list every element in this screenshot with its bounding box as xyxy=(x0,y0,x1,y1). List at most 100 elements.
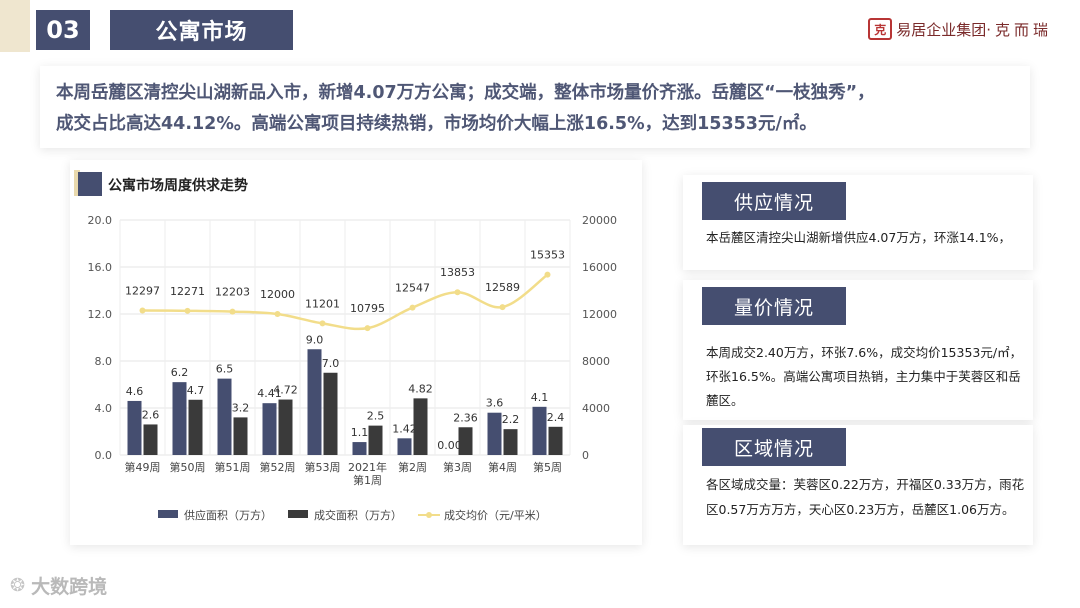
deal-bar xyxy=(503,429,518,455)
left-axis-tick-label: 0.0 xyxy=(95,449,113,462)
deal-bar xyxy=(233,417,248,455)
brand-name: 易居企业集团· xyxy=(896,20,991,39)
supply-bar xyxy=(397,438,412,455)
right-axis-tick-label: 20000 xyxy=(582,214,617,227)
supply-bar xyxy=(532,406,547,455)
supply-bar xyxy=(127,400,142,455)
supply-panel-text: 本岳麓区清控尖山湖新增供应4.07万方，环涨14.1%， xyxy=(706,230,1012,245)
price-point-label: 10795 xyxy=(350,302,385,315)
supply-bar xyxy=(307,349,322,455)
x-axis-tick-label: 2021年 xyxy=(348,460,387,474)
price-point xyxy=(184,307,191,314)
price-point xyxy=(454,289,461,296)
price-point xyxy=(364,325,371,332)
deal-bar-label: 2.6 xyxy=(142,408,160,421)
supply-bar xyxy=(352,442,367,455)
supply-bar-label: 9.0 xyxy=(306,333,324,346)
price-point-label: 12547 xyxy=(395,282,430,295)
deal-bar-label: 3.2 xyxy=(232,401,250,414)
supply-bar-label: 1.1 xyxy=(351,426,369,439)
section-title: 公寓市场 xyxy=(110,10,293,50)
left-axis-tick-label: 20.0 xyxy=(88,214,113,227)
x-axis-tick-label: 第4周 xyxy=(488,460,517,474)
deal-bar xyxy=(368,425,383,455)
legend-swatch xyxy=(288,510,308,518)
supply-bar-label: 4.6 xyxy=(126,385,144,398)
legend-label: 成交面积（万方） xyxy=(314,508,402,522)
left-axis-tick-label: 4.0 xyxy=(95,402,113,415)
price-point xyxy=(544,271,551,278)
left-axis-tick-label: 16.0 xyxy=(88,261,113,274)
supply-bar-label: 0.00 xyxy=(437,439,462,452)
deal-bar xyxy=(143,424,158,455)
watermark-text: 大数跨境 xyxy=(31,576,108,598)
supply-bar-label: 6.2 xyxy=(171,366,189,379)
watermark-logo-icon: ❂ xyxy=(10,575,26,596)
deal-bar-label: 2.4 xyxy=(547,411,565,424)
price-point xyxy=(139,307,146,314)
supply-demand-chart: 0.0 4.0 8.0 12.0 16.0 20.0 0 4000 8000 12000 16000… xyxy=(88,214,618,522)
chart-title: 公寓市场周度供求走势 xyxy=(108,178,248,194)
supply-bar xyxy=(217,378,232,455)
price-point-label: 11201 xyxy=(305,297,340,310)
summary-line-1: 本周岳麓区清控尖山湖新品入市，新增4.07万方公寓；成交端，整体市场量价齐涨。岳… xyxy=(56,83,875,103)
deal-bar xyxy=(278,399,293,455)
district-panel-text: 各区域成交量：芙蓉区0.22万方，开福区0.33万方，雨花区0.57万方万方，天… xyxy=(706,477,1025,517)
right-axis-tick-label: 0 xyxy=(582,449,589,462)
x-axis-tick-label: 第5周 xyxy=(533,460,562,474)
x-axis-tick-label: 第49周 xyxy=(125,460,161,474)
legend-swatch xyxy=(158,510,178,518)
deal-bar-label: 2.2 xyxy=(502,413,520,426)
deal-bar-label: 4.7 xyxy=(187,384,205,397)
summary-line-2: 成交占比高达44.12%。高端公寓项目持续热销，市场均价大幅上涨16.5%，达到… xyxy=(56,114,817,134)
supply-bar-label: 4.1 xyxy=(531,391,549,404)
supply-bar xyxy=(172,382,187,455)
chart-title-accent xyxy=(74,170,80,196)
x-axis-tick-label: 第3周 xyxy=(443,460,472,474)
price-point-label: 13853 xyxy=(440,266,475,279)
deal-bar-label: 2.5 xyxy=(367,410,385,423)
district-panel-title: 区域情况 xyxy=(702,428,846,466)
deal-bar-label: 2.36 xyxy=(453,411,478,424)
price-point-label: 12271 xyxy=(170,285,205,298)
price-point-label: 15353 xyxy=(530,249,565,262)
x-axis-tick-label: 第2周 xyxy=(398,460,427,474)
legend-label: 供应面积（万方） xyxy=(184,508,272,522)
legend-label: 成交均价（元/平米） xyxy=(444,508,547,522)
x-axis-tick-label: 第1周 xyxy=(353,473,382,487)
watermark: ❂ 大数跨境 xyxy=(10,572,107,599)
x-axis-tick-label: 第53周 xyxy=(305,460,341,474)
supply-bar xyxy=(262,403,277,455)
price-point-label: 12589 xyxy=(485,281,520,294)
right-axis-tick-label: 8000 xyxy=(582,355,610,368)
supply-bar-label: 1.42 xyxy=(392,422,417,435)
x-axis-tick-label: 第50周 xyxy=(170,460,206,474)
brand-logo-group: 克 易居企业集团· 克而瑞 xyxy=(868,18,1052,40)
right-axis-tick-label: 4000 xyxy=(582,402,610,415)
right-axis-tick-label: 16000 xyxy=(582,261,617,274)
left-axis-tick-label: 8.0 xyxy=(95,355,113,368)
x-axis-tick-label: 第52周 xyxy=(260,460,296,474)
price-point xyxy=(319,320,326,327)
deal-bar-label: 4.82 xyxy=(408,382,433,395)
deal-bar xyxy=(548,426,563,455)
corner-decoration xyxy=(0,0,30,52)
supply-bar-label: 3.6 xyxy=(486,397,504,410)
price-point xyxy=(409,304,416,311)
left-axis-tick-label: 12.0 xyxy=(88,308,113,321)
x-axis-tick-label: 第51周 xyxy=(215,460,251,474)
legend-swatch-marker xyxy=(426,512,432,518)
price-panel-text: 本周成交2.40万方，环张7.6%，成交均价15353元/㎡，环张16.5%。高… xyxy=(706,345,1023,408)
price-panel-title: 量价情况 xyxy=(702,287,846,325)
deal-bar xyxy=(413,398,428,455)
deal-bar xyxy=(188,399,203,455)
price-point-label: 12000 xyxy=(260,288,295,301)
supply-panel-title: 供应情况 xyxy=(702,182,846,220)
price-point xyxy=(229,308,236,315)
summary-box: 本周岳麓区清控尖山湖新品入市，新增4.07万方公寓；成交端，整体市场量价齐涨。岳… xyxy=(40,66,1030,148)
chart-title-square-icon xyxy=(78,172,102,196)
brand-logo-icon: 克 xyxy=(868,18,893,40)
section-number: 03 xyxy=(36,10,90,50)
price-line xyxy=(142,273,549,331)
price-point-label: 12297 xyxy=(125,285,160,298)
